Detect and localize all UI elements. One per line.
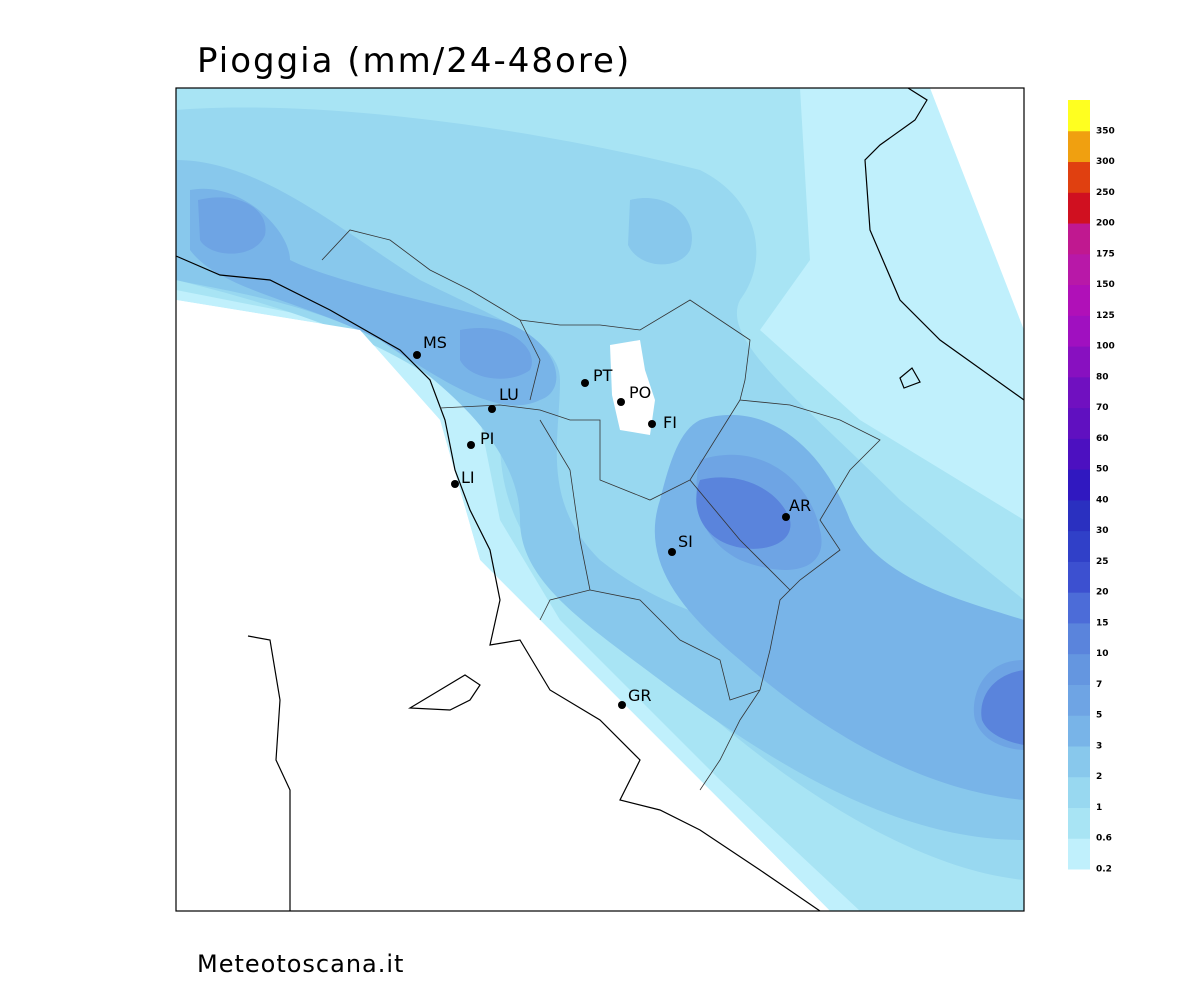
- city-dot: [467, 441, 475, 449]
- legend-label: 10: [1096, 649, 1109, 659]
- borders: [321, 229, 881, 791]
- legend-label: 125: [1096, 311, 1115, 321]
- legend-swatch: [1068, 130, 1090, 163]
- city-dot: [618, 701, 626, 709]
- legend-swatch: [1068, 223, 1090, 255]
- legend-label: 1: [1096, 803, 1102, 813]
- legend-swatch: [1068, 776, 1090, 808]
- legend-swatch: [1068, 530, 1090, 562]
- city-dot: [648, 420, 656, 428]
- legend-swatch: [1068, 807, 1090, 839]
- legend-label: 150: [1096, 280, 1115, 290]
- legend-swatch: [1068, 284, 1090, 316]
- legend-label: 300: [1096, 157, 1115, 167]
- legend-swatch: [1068, 715, 1090, 747]
- legend-swatch: [1068, 161, 1090, 193]
- title: Pioggia (mm/24-48ore): [197, 41, 631, 81]
- legend-label: 250: [1096, 188, 1115, 198]
- legend-label: 7: [1096, 680, 1102, 690]
- legend-label: 175: [1096, 249, 1115, 259]
- legend-label: 3: [1096, 741, 1102, 751]
- city-label: PT: [593, 366, 613, 385]
- city-label: PI: [480, 429, 494, 448]
- city-label: GR: [628, 686, 652, 705]
- legend-label: 50: [1096, 465, 1109, 475]
- rain-field: [176, 88, 1024, 911]
- city-label: LU: [499, 385, 519, 404]
- city-label: SI: [678, 532, 693, 551]
- footer: Meteotoscana.it: [197, 950, 404, 978]
- legend-swatch: [1068, 561, 1090, 593]
- legend-label: 15: [1096, 618, 1109, 628]
- city-dot: [617, 398, 625, 406]
- legend-swatch: [1068, 592, 1090, 624]
- legend-swatch: [1068, 745, 1090, 778]
- legend-label: 20: [1096, 588, 1109, 598]
- legend-label: 30: [1096, 526, 1109, 536]
- city-dot: [581, 379, 589, 387]
- legend-swatch: [1068, 376, 1090, 409]
- legend-swatch: [1068, 192, 1090, 224]
- legend-label: 0.2: [1096, 865, 1112, 875]
- legend-label: 200: [1096, 219, 1115, 229]
- city-dot: [782, 513, 790, 521]
- city-dot: [451, 480, 459, 488]
- city-dot: [413, 351, 421, 359]
- legend-label: 25: [1096, 557, 1109, 567]
- legend-swatch: [1068, 407, 1090, 439]
- legend-swatch: [1068, 499, 1090, 532]
- legend-label: 350: [1096, 126, 1115, 136]
- city-label: AR: [789, 496, 811, 515]
- legend-label: 70: [1096, 403, 1109, 413]
- city-dot: [668, 548, 676, 556]
- legend-swatch: [1068, 100, 1090, 132]
- coastlines: [175, 87, 1025, 912]
- city-dot: [488, 405, 496, 413]
- legend-swatch: [1068, 684, 1090, 716]
- legend-swatch: [1068, 253, 1090, 286]
- legend-swatch: [1068, 469, 1090, 501]
- legend-swatch: [1068, 315, 1090, 347]
- legend-label: 2: [1096, 772, 1102, 782]
- legend-label: 5: [1096, 711, 1102, 721]
- legend-swatch: [1068, 346, 1090, 378]
- map-frame: [175, 87, 1025, 912]
- cities: MS LU PT PO FI PI LI AR SI GR: [413, 333, 811, 709]
- legend-label: 100: [1096, 342, 1115, 352]
- legend-label: 80: [1096, 372, 1109, 382]
- city-label: FI: [663, 413, 677, 432]
- legend-label: 40: [1096, 495, 1109, 505]
- legend-label: 0.6: [1096, 834, 1112, 844]
- legend-label: 60: [1096, 434, 1109, 444]
- city-label: PO: [629, 383, 651, 402]
- legend-swatch: [1068, 438, 1090, 470]
- city-label: MS: [423, 333, 447, 352]
- legend: 0.2 0.6 1 2 3 5 7 10 15 20 25 30 40 50 60 70 80 100 125 150…: [1068, 100, 1115, 875]
- city-label: LI: [461, 468, 475, 487]
- legend-swatch: [1068, 622, 1090, 655]
- legend-swatch: [1068, 653, 1090, 685]
- legend-swatch: [1068, 838, 1090, 870]
